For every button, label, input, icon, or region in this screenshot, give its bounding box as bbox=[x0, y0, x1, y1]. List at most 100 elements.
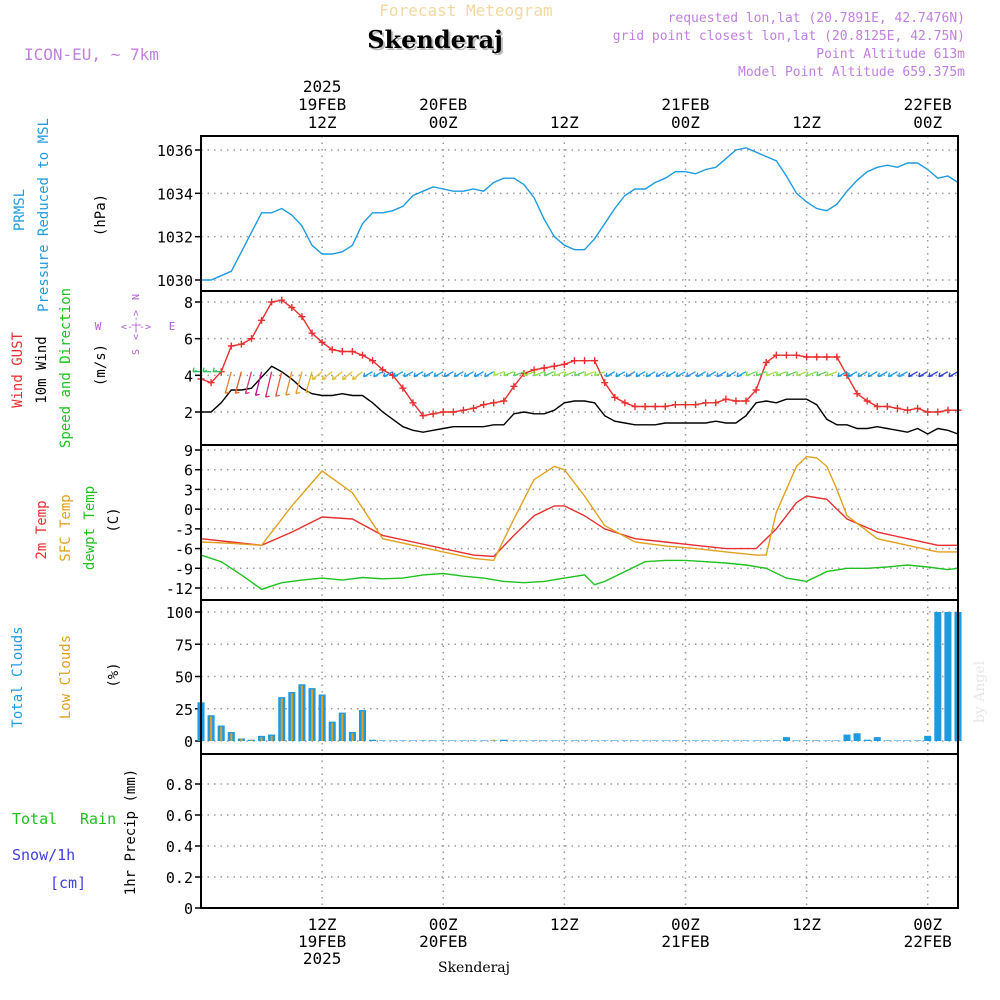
total-cloud-bar bbox=[530, 740, 538, 741]
total-cloud-bar bbox=[570, 740, 578, 741]
y-tick-label: 50 bbox=[175, 669, 193, 687]
gust-marker bbox=[944, 406, 952, 414]
top-tick-label: 00Z bbox=[913, 113, 942, 132]
prmsl-line bbox=[201, 147, 959, 281]
y-tick-label: 0 bbox=[184, 733, 193, 751]
wind-arrowhead bbox=[224, 389, 230, 394]
gust-marker bbox=[449, 408, 457, 416]
total-cloud-bar bbox=[762, 740, 770, 741]
gust-marker bbox=[247, 335, 255, 343]
top-tick-label: 12Z bbox=[792, 113, 821, 132]
gust-marker bbox=[651, 403, 659, 410]
speed-direction-label: Speed and Direction bbox=[58, 288, 74, 448]
low-cloud-bar bbox=[321, 695, 324, 741]
wind-arrowhead bbox=[493, 371, 498, 377]
gridpoint-coords: grid point closest lon,lat (20.8125E, 42… bbox=[613, 29, 965, 44]
low-cloud-bar bbox=[361, 711, 364, 741]
total-cloud-bar bbox=[863, 739, 871, 741]
total-cloud-bar bbox=[893, 740, 901, 741]
panel-frame bbox=[200, 135, 959, 292]
wind-arrowhead bbox=[373, 372, 378, 378]
total-cloud-bar bbox=[742, 740, 750, 741]
y-tick-label: 0 bbox=[184, 900, 193, 918]
low-cloud-bar bbox=[280, 698, 283, 741]
gust-marker bbox=[338, 348, 346, 355]
wind-arrowhead bbox=[816, 371, 821, 377]
2m-temp-line bbox=[200, 495, 958, 558]
wind-arrowhead bbox=[331, 375, 337, 381]
bottom-tick-label: 00Z bbox=[671, 915, 700, 934]
wind-arrowhead bbox=[553, 371, 559, 377]
wind-arrowhead bbox=[755, 371, 761, 377]
wind-arrowhead bbox=[745, 371, 751, 377]
y-tick-label: 8 bbox=[184, 294, 193, 312]
wind-arrowhead bbox=[625, 372, 631, 378]
top-tick-label: 20FEB bbox=[419, 95, 467, 114]
temperature-panel: 9 63 0 -3 -6-9 -12 bbox=[166, 442, 959, 601]
pressure-labels: PRMSL Pressure Reduced to MSL (hPa) bbox=[12, 118, 109, 312]
total-cloud-bar bbox=[469, 740, 478, 741]
y-tick-label: 9 bbox=[184, 442, 193, 460]
y-tick-label: -9 bbox=[175, 560, 193, 578]
gust-marker bbox=[904, 406, 912, 414]
wind-arrowhead bbox=[423, 372, 429, 378]
wind-arrowhead bbox=[473, 372, 479, 378]
wind-direction-arrow bbox=[311, 371, 323, 381]
gust-marker bbox=[490, 399, 498, 407]
y-tick-label: 4 bbox=[184, 367, 193, 385]
wind-arrowhead bbox=[202, 367, 208, 373]
gust-marker bbox=[883, 403, 891, 410]
total-cloud-bar bbox=[904, 740, 912, 741]
bottom-tick-label: 19FEB bbox=[298, 932, 346, 951]
gust-marker bbox=[702, 399, 710, 407]
total-cloud-bar bbox=[510, 740, 518, 741]
temperature-labels: 2m Temp SFC Temp dewpt Temp (C) bbox=[34, 486, 122, 570]
low-cloud-bar bbox=[240, 738, 243, 741]
total-cloud-bar bbox=[772, 740, 780, 741]
gust-marker bbox=[288, 304, 296, 311]
wind-arrowhead bbox=[775, 371, 781, 377]
wind-arrowhead bbox=[696, 372, 701, 378]
total-cloud-bar bbox=[924, 735, 932, 741]
snow-unit-label: [cm] bbox=[50, 874, 86, 892]
total-cloud-bar bbox=[500, 739, 508, 741]
gust-marker bbox=[298, 313, 306, 321]
gust-marker bbox=[631, 403, 639, 410]
bottom-tick-label: 20FEB bbox=[419, 932, 467, 951]
gust-marker bbox=[550, 362, 558, 370]
gust-marker bbox=[510, 382, 518, 390]
total-cloud-bar bbox=[843, 734, 851, 741]
total-cloud-bar bbox=[591, 740, 599, 741]
low-cloud-bar bbox=[210, 716, 213, 741]
gust-marker bbox=[328, 346, 336, 354]
wind-arrowhead bbox=[311, 375, 317, 381]
wind-arrowhead bbox=[573, 371, 579, 377]
wind-arrowhead bbox=[234, 389, 240, 394]
bottom-tick-label: 12Z bbox=[792, 915, 821, 934]
dir-arrows-vertical-icon: <-|-> bbox=[131, 310, 142, 340]
panel-frame bbox=[200, 753, 959, 909]
wind-direction-arrow bbox=[321, 371, 333, 381]
total-cloud-bar bbox=[681, 740, 690, 741]
wind-arrowhead bbox=[341, 375, 347, 381]
wind-arrowhead bbox=[615, 372, 621, 378]
gust-marker bbox=[470, 404, 478, 412]
gust-marker bbox=[893, 404, 901, 412]
low-cloud-bar bbox=[220, 726, 223, 741]
gust-marker bbox=[681, 401, 689, 409]
low-cloud-bar bbox=[290, 693, 293, 741]
total-cloud-bar bbox=[671, 740, 679, 741]
gust-marker bbox=[722, 395, 730, 403]
gust-marker bbox=[227, 342, 235, 350]
wind-arrowhead bbox=[655, 372, 661, 378]
gust-marker bbox=[621, 399, 629, 407]
wind-direction-arrow bbox=[275, 371, 283, 397]
wind-panel: 2 4 6 8 bbox=[184, 290, 962, 446]
y-tick-label: -3 bbox=[175, 521, 193, 539]
gust-marker bbox=[369, 357, 377, 365]
gust-marker bbox=[601, 379, 609, 387]
low-cloud-bar bbox=[311, 689, 314, 741]
gust-marker bbox=[399, 384, 407, 392]
